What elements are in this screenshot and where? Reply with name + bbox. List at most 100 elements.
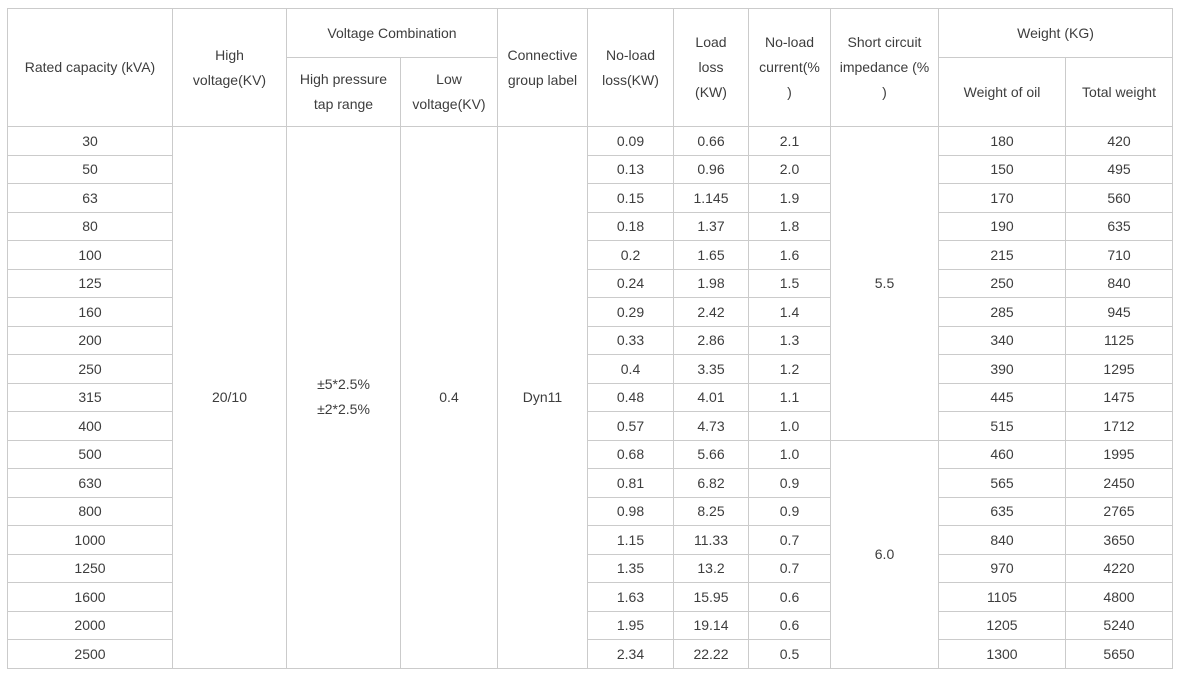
cell-no-load-current: 0.5 — [748, 639, 831, 669]
cell-no-load-loss: 1.15 — [587, 525, 674, 555]
cell-no-load-current: 0.9 — [748, 496, 831, 526]
cell-total-weight: 4800 — [1065, 582, 1173, 612]
cell-no-load-current: 0.6 — [748, 610, 831, 640]
cell-load-loss: 1.37 — [673, 211, 749, 241]
cell-load-loss: 2.86 — [673, 325, 749, 355]
cell-no-load-loss: 0.18 — [587, 211, 674, 241]
cell-weight-of-oil: 1300 — [938, 639, 1066, 669]
cell-no-load-loss: 0.24 — [587, 268, 674, 298]
page: Rated capacity (kVA) High voltage(KV) Vo… — [0, 8, 1179, 674]
cell-total-weight: 840 — [1065, 268, 1173, 298]
cell-rated-capacity: 125 — [7, 268, 173, 298]
table-row: 800 0.98 8.25 0.9 635 2765 — [7, 496, 1173, 526]
cell-no-load-loss: 1.63 — [587, 582, 674, 612]
cell-high-pressure-tap-range: ±5*2.5% ±2*2.5% — [286, 126, 401, 669]
cell-load-loss: 5.66 — [673, 439, 749, 469]
cell-load-loss: 15.95 — [673, 582, 749, 612]
table-body: 30 20/10 ±5*2.5% ±2*2.5% 0.4 Dyn11 0.09 0.66 2.… — [7, 126, 1173, 669]
cell-no-load-loss: 0.68 — [587, 439, 674, 469]
cell-total-weight: 4220 — [1065, 553, 1173, 583]
table-row: 2500 2.34 22.22 0.5 1300 5650 — [7, 639, 1173, 669]
cell-no-load-loss: 2.34 — [587, 639, 674, 669]
cell-weight-of-oil: 340 — [938, 325, 1066, 355]
cell-weight-of-oil: 515 — [938, 411, 1066, 441]
cell-load-loss: 11.33 — [673, 525, 749, 555]
cell-total-weight: 945 — [1065, 297, 1173, 327]
cell-load-loss: 22.22 — [673, 639, 749, 669]
cell-no-load-current: 1.0 — [748, 439, 831, 469]
cell-total-weight: 495 — [1065, 154, 1173, 184]
header-total-weight: Total weight — [1065, 57, 1173, 127]
table-row: 630 0.81 6.82 0.9 565 2450 — [7, 468, 1173, 498]
cell-no-load-loss: 0.57 — [587, 411, 674, 441]
cell-load-loss: 1.145 — [673, 183, 749, 213]
cell-load-loss: 4.01 — [673, 382, 749, 412]
cell-total-weight: 1712 — [1065, 411, 1173, 441]
cell-weight-of-oil: 285 — [938, 297, 1066, 327]
cell-load-loss: 0.66 — [673, 126, 749, 156]
cell-total-weight: 5650 — [1065, 639, 1173, 669]
cell-rated-capacity: 100 — [7, 240, 173, 270]
header-row-top: Rated capacity (kVA) High voltage(KV) Vo… — [7, 8, 1173, 127]
cell-rated-capacity: 63 — [7, 183, 173, 213]
cell-weight-of-oil: 445 — [938, 382, 1066, 412]
cell-no-load-current: 1.4 — [748, 297, 831, 327]
cell-rated-capacity: 500 — [7, 439, 173, 469]
cell-weight-of-oil: 390 — [938, 354, 1066, 384]
cell-low-voltage: 0.4 — [400, 126, 498, 669]
cell-rated-capacity: 250 — [7, 354, 173, 384]
header-low-voltage: Low voltage(KV) — [400, 57, 498, 127]
cell-no-load-current: 1.0 — [748, 411, 831, 441]
table-row: 80 0.18 1.37 1.8 190 635 — [7, 211, 1173, 241]
cell-rated-capacity: 50 — [7, 154, 173, 184]
cell-weight-of-oil: 215 — [938, 240, 1066, 270]
table-header: Rated capacity (kVA) High voltage(KV) Vo… — [7, 8, 1173, 127]
cell-short-circuit-impedance: 5.5 — [830, 126, 939, 441]
cell-load-loss: 8.25 — [673, 496, 749, 526]
cell-weight-of-oil: 250 — [938, 268, 1066, 298]
cell-total-weight: 2450 — [1065, 468, 1173, 498]
cell-total-weight: 710 — [1065, 240, 1173, 270]
cell-total-weight: 3650 — [1065, 525, 1173, 555]
table-row: 1000 1.15 11.33 0.7 840 3650 — [7, 525, 1173, 555]
header-row-sub: High pressure tap range Low voltage(KV) … — [8, 57, 1173, 127]
cell-total-weight: 5240 — [1065, 610, 1173, 640]
cell-no-load-current: 1.3 — [748, 325, 831, 355]
table-row: 250 0.4 3.35 1.2 390 1295 — [7, 354, 1173, 384]
cell-no-load-current: 1.5 — [748, 268, 831, 298]
cell-no-load-current: 0.7 — [748, 525, 831, 555]
cell-load-loss: 19.14 — [673, 610, 749, 640]
cell-no-load-loss: 0.2 — [587, 240, 674, 270]
cell-no-load-loss: 0.81 — [587, 468, 674, 498]
header-rated-capacity: Rated capacity (kVA) — [7, 8, 173, 127]
cell-rated-capacity: 315 — [7, 382, 173, 412]
cell-no-load-current: 1.1 — [748, 382, 831, 412]
cell-no-load-current: 2.0 — [748, 154, 831, 184]
cell-weight-of-oil: 1205 — [938, 610, 1066, 640]
cell-rated-capacity: 2000 — [7, 610, 173, 640]
header-high-pressure-tap-range: High pressure tap range — [286, 57, 401, 127]
header-no-load-current: No-load current(% ) — [748, 8, 831, 127]
cell-no-load-current: 0.7 — [748, 553, 831, 583]
cell-weight-of-oil: 840 — [938, 525, 1066, 555]
cell-load-loss: 13.2 — [673, 553, 749, 583]
table-row: 30 20/10 ±5*2.5% ±2*2.5% 0.4 Dyn11 0.09 0.66 2.… — [7, 126, 1173, 669]
cell-total-weight: 1125 — [1065, 325, 1173, 355]
cell-no-load-current: 2.1 — [748, 126, 831, 156]
cell-no-load-loss: 0.29 — [587, 297, 674, 327]
cell-rated-capacity: 2500 — [7, 639, 173, 669]
cell-weight-of-oil: 635 — [938, 496, 1066, 526]
header-weight: Weight (KG) — [938, 8, 1173, 58]
cell-rated-capacity: 200 — [7, 325, 173, 355]
cell-total-weight: 2765 — [1065, 496, 1173, 526]
cell-no-load-loss: 0.48 — [587, 382, 674, 412]
cell-load-loss: 1.98 — [673, 268, 749, 298]
cell-rated-capacity: 160 — [7, 297, 173, 327]
table-row: 400 0.57 4.73 1.0 515 1712 — [7, 411, 1173, 441]
table-row: 1600 1.63 15.95 0.6 1105 4800 — [7, 582, 1173, 612]
table-row: 63 0.15 1.145 1.9 170 560 — [7, 183, 1173, 213]
cell-no-load-current: 0.6 — [748, 582, 831, 612]
header-no-load-loss: No-load loss(KW) — [587, 8, 674, 127]
cell-no-load-loss: 0.09 — [587, 126, 674, 156]
cell-total-weight: 1295 — [1065, 354, 1173, 384]
